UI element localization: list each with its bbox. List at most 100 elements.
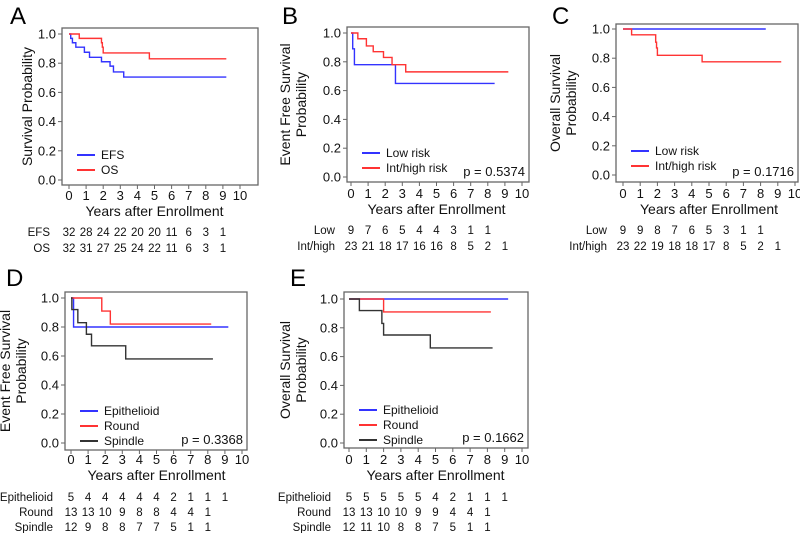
x-tick-label: 8 — [202, 188, 209, 203]
x-tick-label: 7 — [466, 452, 473, 467]
y-tick-label: 0.2 — [323, 141, 341, 156]
y-axis-label: Probability — [293, 72, 309, 137]
risk-table-value: 4 — [433, 225, 440, 237]
legend-label: Epithelioid — [383, 403, 438, 417]
y-tick-label: 0.8 — [592, 51, 610, 66]
x-tick-label: 8 — [204, 452, 211, 467]
y-axis-label: Probability — [293, 337, 309, 402]
risk-table-value: 1 — [205, 522, 211, 533]
risk-table-value: 1 — [501, 492, 507, 504]
risk-table-label: Round — [19, 507, 53, 519]
y-tick-label: 1.0 — [592, 22, 610, 37]
risk-table-value: 5 — [170, 522, 176, 533]
y-tick-label: 0.0 — [38, 173, 56, 188]
risk-table-value: 1 — [484, 507, 490, 519]
risk-table-value: 18 — [668, 241, 681, 253]
x-axis-label: Years after Enrollment — [368, 201, 506, 217]
x-tick-label: 10 — [788, 186, 800, 201]
risk-table-value: 4 — [85, 492, 92, 504]
x-tick-label: 4 — [415, 452, 422, 467]
risk-table-label: OS — [33, 243, 50, 255]
x-tick-label: 1 — [82, 188, 89, 203]
x-axis-label: Years after Enrollment — [640, 201, 778, 217]
risk-table-label: Spindle — [293, 522, 331, 533]
risk-table-value: 6 — [185, 227, 191, 239]
risk-table-value: 5 — [450, 522, 456, 533]
risk-table-value: 5 — [706, 225, 712, 237]
risk-table-value: 4 — [467, 507, 474, 519]
x-tick-label: 2 — [382, 186, 389, 201]
risk-table-label: Round — [297, 507, 331, 519]
risk-table-value: 2 — [170, 492, 176, 504]
x-tick-label: 4 — [136, 452, 143, 467]
plot-frame — [346, 26, 530, 183]
risk-table-value: 7 — [365, 225, 371, 237]
risk-table-value: 4 — [136, 492, 143, 504]
risk-table-value: 1 — [502, 241, 508, 253]
risk-table-value: 1 — [485, 225, 491, 237]
survival-curve-int-high-risk — [623, 28, 782, 63]
y-tick-label: 0.8 — [41, 320, 59, 335]
risk-table-value: 18 — [379, 241, 392, 253]
risk-table-value: 7 — [153, 522, 159, 533]
x-tick-label: 0 — [65, 188, 72, 203]
x-tick-label: 7 — [740, 186, 747, 201]
y-axis-label: Probability — [13, 338, 29, 403]
y-tick-label: 0.4 — [41, 378, 59, 393]
x-tick-label: 2 — [380, 452, 387, 467]
risk-table-value: 3 — [203, 227, 209, 239]
risk-table-value: 5 — [380, 492, 386, 504]
risk-table-value: 1 — [187, 522, 193, 533]
legend-label: Spindle — [104, 434, 144, 448]
risk-table-label: Spindle — [15, 522, 53, 533]
risk-table-value: 22 — [114, 227, 127, 239]
risk-table-value: 10 — [377, 522, 390, 533]
y-axis-label: Overall Survival — [547, 54, 563, 152]
x-tick-label: 10 — [235, 452, 249, 467]
y-tick-label: 1.0 — [320, 292, 338, 307]
risk-table-value: 1 — [187, 492, 193, 504]
risk-table-value: 32 — [63, 227, 76, 239]
risk-table-label: Int/high — [297, 241, 335, 253]
x-tick-label: 10 — [515, 186, 529, 201]
risk-table-value: 19 — [651, 241, 664, 253]
risk-table-value: 9 — [637, 225, 643, 237]
x-tick-label: 3 — [119, 452, 126, 467]
risk-table-value: 17 — [396, 241, 409, 253]
x-tick-label: 3 — [397, 452, 404, 467]
risk-table-value: 5 — [415, 492, 421, 504]
x-tick-label: 8 — [484, 186, 491, 201]
y-axis-label: Event Free Survival — [277, 43, 293, 165]
panel-letter: D — [6, 265, 23, 292]
plot-frame — [615, 23, 799, 183]
survival-curve-spindle — [349, 298, 493, 349]
x-axis-label: Years after Enrollment — [367, 467, 505, 483]
p-value: p = 0.3368 — [181, 432, 243, 447]
legend-label: Epithelioid — [104, 404, 159, 418]
risk-table-value: 1 — [220, 227, 226, 239]
risk-table-value: 9 — [85, 522, 91, 533]
risk-table-value: 23 — [345, 241, 358, 253]
risk-table-value: 4 — [170, 507, 177, 519]
risk-table-value: 24 — [131, 243, 144, 255]
risk-table-value: 20 — [148, 227, 161, 239]
x-tick-label: 3 — [671, 186, 678, 201]
risk-table-value: 3 — [723, 225, 729, 237]
risk-table-value: 8 — [136, 507, 142, 519]
risk-table-value: 32 — [63, 243, 76, 255]
y-axis-label: Event Free Survival — [0, 310, 13, 432]
risk-table-value: 1 — [467, 492, 473, 504]
y-tick-label: 0.2 — [41, 407, 59, 422]
risk-table-label: Epithelioid — [278, 492, 331, 504]
risk-table-value: 21 — [362, 241, 375, 253]
risk-table-value: 27 — [97, 243, 110, 255]
y-axis-label: Survival Probability — [19, 47, 35, 166]
panel-letter: A — [10, 3, 26, 30]
risk-table-value: 8 — [102, 522, 108, 533]
risk-table-value: 8 — [415, 522, 421, 533]
x-tick-label: 10 — [233, 188, 247, 203]
y-axis-label: Overall Survival — [277, 321, 293, 419]
risk-table-value: 8 — [153, 507, 159, 519]
risk-table-value: 1 — [740, 225, 746, 237]
